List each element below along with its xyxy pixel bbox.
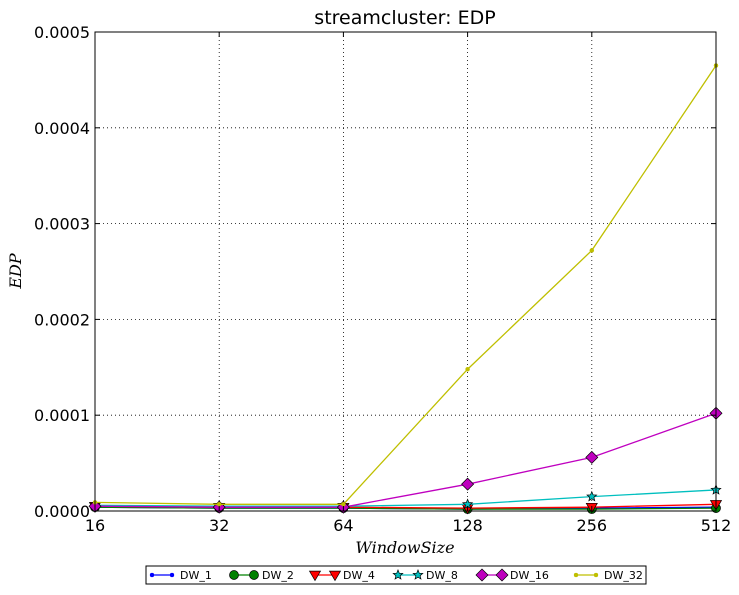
y-tick-label: 0.0001 — [34, 406, 90, 425]
x-tick-label: 128 — [452, 516, 483, 535]
y-tick-label: 0.0003 — [34, 215, 90, 234]
y-tick-label: 0.0002 — [34, 310, 90, 329]
legend-label: DW_1 — [180, 569, 212, 582]
legend-label: DW_4 — [343, 569, 375, 582]
x-tick-label: 512 — [701, 516, 732, 535]
data-point — [341, 502, 346, 507]
x-axis-label: WindowSize — [355, 538, 454, 557]
ticks: 16 32 64 128 256 512 0.0000 0.0001 0.0002 0.0003 0… — [34, 23, 731, 535]
legend-marker — [412, 569, 424, 580]
legend-item: DW_1 — [149, 569, 212, 582]
data-point — [589, 248, 595, 253]
legend-marker — [149, 572, 155, 578]
x-tick-label: 32 — [209, 516, 229, 535]
legend-item: DW_4 — [308, 569, 375, 582]
legend-label: DW_8 — [426, 569, 458, 582]
plot-frame — [94, 31, 717, 512]
y-tick-label: 0.0004 — [34, 119, 90, 138]
legend-marker — [249, 570, 259, 580]
data-point — [465, 366, 470, 372]
legend-marker — [593, 572, 599, 578]
series-line — [94, 65, 717, 505]
x-tick-label: 256 — [577, 516, 608, 535]
chart-title: streamcluster: EDP — [314, 7, 495, 29]
legend-item: DW_8 — [392, 569, 458, 582]
legend-label: DW_2 — [262, 569, 294, 582]
legend-item: DW_32 — [573, 569, 643, 582]
series-line — [94, 506, 717, 510]
legend-marker — [229, 570, 239, 580]
series-line — [94, 412, 717, 508]
legend-item: DW_2 — [229, 569, 294, 582]
y-tick-label: 0.0005 — [34, 23, 90, 42]
series-line — [94, 489, 717, 507]
legend-marker — [392, 569, 404, 580]
legend: DW_1 DW_2 DW_4 DW_8 DW_16 DW_32 — [145, 565, 647, 585]
x-tick-label: 16 — [85, 516, 105, 535]
series-layer — [88, 63, 723, 515]
legend-marker — [169, 572, 175, 578]
legend-item: DW_16 — [475, 568, 549, 582]
legend-marker — [495, 568, 509, 582]
legend-marker — [475, 568, 489, 582]
y-tick-label: 0.0000 — [34, 502, 90, 521]
legend-marker — [308, 570, 322, 582]
data-point — [586, 490, 598, 502]
legend-label: DW_32 — [604, 569, 643, 582]
series-dw-32 — [92, 63, 719, 507]
data-point — [216, 502, 222, 507]
grid — [95, 32, 716, 511]
legend-marker — [573, 572, 579, 578]
y-axis-label: EDP — [6, 253, 25, 290]
data-point — [585, 450, 599, 464]
series-dw-16 — [88, 406, 723, 514]
data-point — [461, 477, 475, 491]
legend-label: DW_16 — [510, 569, 549, 582]
legend-marker — [328, 570, 342, 582]
x-tick-label: 64 — [333, 516, 353, 535]
